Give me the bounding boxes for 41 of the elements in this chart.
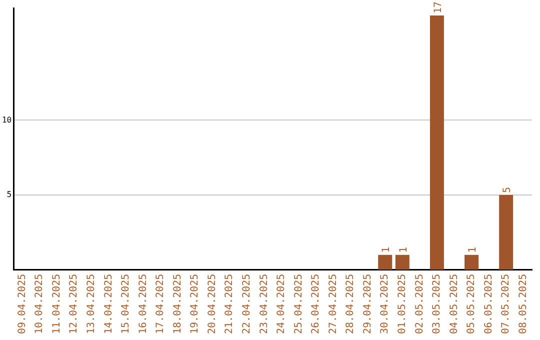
bar (395, 254, 410, 270)
y-tick-label: 10 (2, 115, 12, 124)
x-tick-label: 10.04.2025 (34, 274, 46, 334)
x-tick-label: 24.04.2025 (276, 274, 288, 334)
x-tick-label: 19.04.2025 (190, 274, 201, 334)
data-label: 17 (432, 1, 444, 14)
x-tick-label: 04.05.2025 (448, 274, 460, 334)
x-tick-label: 25.04.2025 (293, 274, 304, 334)
x-tick-label: 15.04.2025 (120, 274, 132, 334)
x-tick-label: 02.05.2025 (414, 274, 426, 334)
x-tick-label: 14.04.2025 (103, 274, 114, 334)
data-label: 1 (468, 246, 479, 253)
x-tick-label: 18.04.2025 (172, 274, 184, 334)
x-tick-label: 03.05.2025 (432, 274, 443, 334)
x-tick-label: 17.04.2025 (155, 274, 166, 334)
x-tick-label: 06.05.2025 (483, 274, 494, 334)
bar (378, 254, 392, 270)
x-tick-label: 07.05.2025 (500, 274, 512, 334)
data-label: 5 (502, 186, 514, 193)
x-tick-label: 30.04.2025 (380, 274, 391, 334)
x-tick-label: 20.04.2025 (206, 274, 218, 334)
x-tick-label: 28.04.2025 (345, 274, 356, 334)
bar (430, 15, 444, 270)
x-tick-label: 11.04.2025 (51, 274, 62, 334)
x-tick-label: 12.04.2025 (68, 274, 80, 334)
x-tick-label: 23.04.2025 (258, 274, 270, 334)
data-label: 1 (381, 246, 392, 253)
x-tick-label: 29.04.2025 (362, 274, 374, 334)
x-tick-label: 16.04.2025 (138, 274, 149, 334)
x-tick-label: 09.04.2025 (16, 274, 28, 334)
bar (499, 194, 514, 270)
x-tick-label: 05.05.2025 (466, 274, 478, 334)
x-tick-label: 22.04.2025 (241, 274, 252, 334)
x-tick-label: 26.04.2025 (310, 274, 322, 334)
bar (464, 254, 479, 270)
x-tick-label: 21.04.2025 (224, 274, 236, 334)
x-tick-label: 13.04.2025 (86, 274, 97, 334)
x-tick-label: 27.04.2025 (328, 274, 339, 334)
x-tick-label: 01.05.2025 (397, 274, 408, 334)
x-tick-label: 08.05.2025 (518, 274, 529, 334)
data-label: 1 (398, 246, 410, 253)
